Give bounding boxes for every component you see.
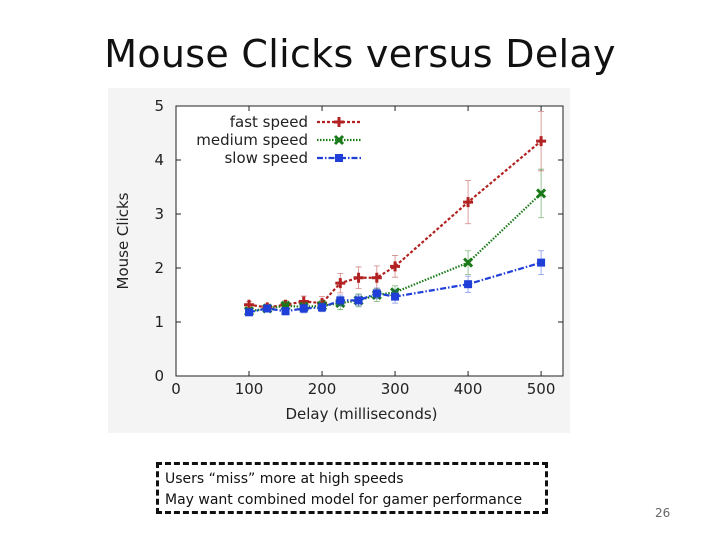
data-point-fast-speed [335, 278, 346, 289]
x-tick-label: 0 [171, 380, 181, 398]
data-point-slow-speed [464, 280, 473, 289]
data-point-fast-speed [536, 136, 547, 147]
data-point-medium-speed [463, 257, 474, 268]
data-point-slow-speed [336, 296, 345, 305]
legend-marker-slow-speed [335, 154, 343, 162]
data-point-slow-speed [372, 289, 381, 298]
data-point-slow-speed [354, 296, 363, 305]
x-axis-label: Delay (milliseconds) [285, 405, 437, 423]
legend-label-fast-speed: fast speed [230, 113, 308, 131]
data-point-slow-speed [299, 304, 308, 313]
y-tick-label: 1 [154, 313, 164, 331]
data-point-fast-speed [353, 272, 364, 283]
y-tick-label: 3 [154, 205, 164, 223]
legend-label-medium-speed: medium speed [196, 131, 308, 149]
legend-marker-medium-speed [333, 134, 345, 146]
slide-title: Mouse Clicks versus Delay [104, 32, 616, 76]
notes-box: Users “miss” more at high speeds May wan… [156, 462, 548, 514]
note-line-2: May want combined model for gamer perfor… [165, 492, 523, 508]
chart-container: 0 100 200 300 400 500 0 1 2 3 4 5 Delay (millisecond… [108, 88, 570, 433]
data-point-slow-speed [318, 303, 327, 312]
x-tick-label: 500 [527, 380, 556, 398]
y-tick-label: 0 [154, 367, 164, 385]
legend-label-slow-speed: slow speed [224, 149, 308, 167]
plot-area [175, 105, 564, 377]
x-tick-label: 400 [454, 380, 483, 398]
series-line-medium-speed [248, 192, 542, 313]
y-axis-label: Mouse Clicks [114, 192, 132, 289]
page-number: 26 [655, 506, 671, 520]
data-point-medium-speed [536, 188, 547, 199]
line-chart: 0 100 200 300 400 500 0 1 2 3 4 5 Delay (millisecond… [108, 88, 570, 433]
data-point-slow-speed [245, 308, 254, 317]
data-point-slow-speed [281, 307, 290, 316]
data-point-slow-speed [391, 292, 400, 301]
x-tick-label: 200 [308, 380, 337, 398]
y-tick-label: 5 [154, 97, 164, 115]
y-tick-label: 2 [154, 259, 164, 277]
y-tick-label: 4 [154, 151, 164, 169]
data-point-fast-speed [463, 197, 474, 208]
legend-marker-fast-speed [334, 117, 344, 127]
data-point-fast-speed [371, 272, 382, 283]
data-point-fast-speed [390, 261, 401, 272]
data-point-slow-speed [537, 258, 546, 267]
data-point-slow-speed [263, 304, 272, 313]
x-tick-label: 100 [235, 380, 264, 398]
x-tick-label: 300 [381, 380, 410, 398]
note-line-1: Users “miss” more at high speeds [165, 471, 404, 487]
